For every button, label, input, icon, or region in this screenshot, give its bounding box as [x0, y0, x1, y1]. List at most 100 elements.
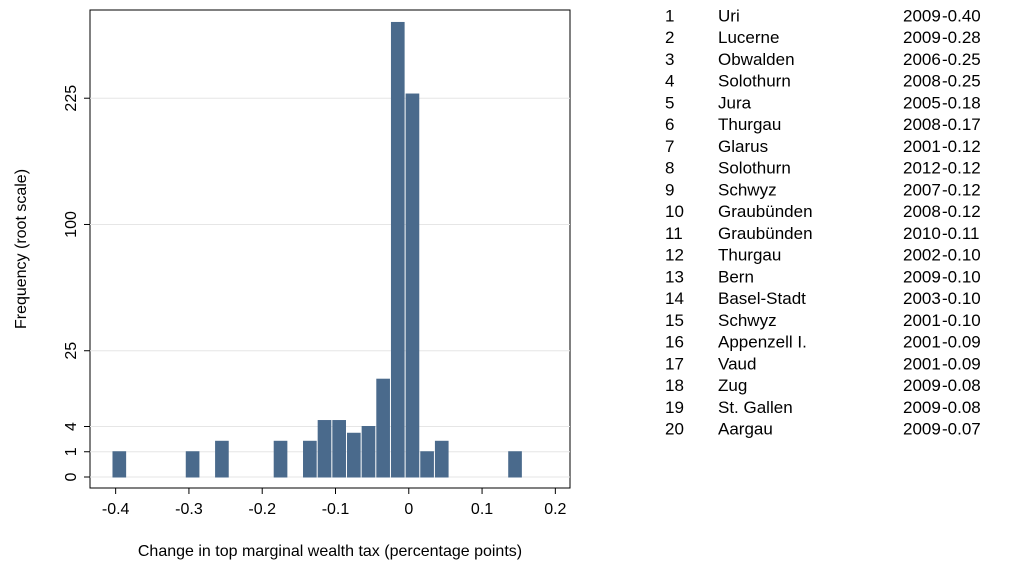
table-cell: 2003 [903, 289, 941, 308]
table-cell: Appenzell I. [718, 333, 807, 352]
table-cell: 2006 [903, 50, 941, 69]
table-cell: 9 [665, 180, 674, 199]
table-cell: -0.12 [942, 159, 981, 178]
x-tick-label: -0.1 [322, 501, 350, 518]
table-cell: Schwyz [718, 180, 777, 199]
table-cell: Thurgau [718, 115, 781, 134]
y-tick-label: 0 [63, 472, 80, 481]
table-cell: 2012 [903, 159, 941, 178]
table-cell: 1 [665, 6, 674, 25]
bar [361, 425, 376, 478]
table-cell: -0.11 [942, 224, 980, 243]
table-cell: Aargau [718, 420, 773, 439]
table-cell: 2 [665, 28, 674, 47]
table-cell: -0.10 [942, 289, 981, 308]
table-cell: 2008 [903, 202, 941, 221]
table-cell: 2009 [903, 28, 941, 47]
table-cell: 17 [665, 354, 684, 373]
table-cell: 2009 [903, 398, 941, 417]
table-cell: -0.07 [942, 420, 981, 439]
table-cell: -0.12 [942, 202, 981, 221]
table-cell: 2008 [903, 72, 941, 91]
table-cell: 16 [665, 333, 684, 352]
table-cell: 6 [665, 115, 674, 134]
table-cell: 4 [665, 72, 674, 91]
bar [317, 420, 332, 478]
table-cell: 13 [665, 267, 684, 286]
bar [390, 21, 405, 478]
table-cell: Solothurn [718, 72, 791, 91]
bar [185, 451, 200, 478]
table-cell: -0.12 [942, 137, 981, 156]
plot-frame [89, 9, 571, 489]
table-cell: Thurgau [718, 246, 781, 265]
table-cell: 2010 [903, 224, 941, 243]
table-cell: 20 [665, 420, 684, 439]
bar [303, 440, 317, 478]
table-cell: Graubünden [718, 224, 813, 243]
table-cell: Zug [718, 376, 747, 395]
bar [376, 378, 390, 478]
y-tick-label: 100 [63, 211, 80, 238]
table-cell: -0.08 [942, 376, 981, 395]
table-cell: 2005 [903, 93, 941, 112]
table-cell: 2008 [903, 115, 941, 134]
y-tick-label: 4 [63, 422, 80, 431]
bar [112, 451, 127, 478]
x-tick-label: -0.3 [175, 501, 203, 518]
table-cell: Schwyz [718, 311, 777, 330]
y-tick-label: 25 [63, 342, 80, 360]
table-cell: -0.08 [942, 398, 981, 417]
table-cell: 3 [665, 50, 674, 69]
y-axis-label: Frequency (root scale) [13, 169, 30, 329]
table-cell: 2002 [903, 246, 941, 265]
table-cell: 2001 [903, 354, 941, 373]
table-cell: 2001 [903, 333, 941, 352]
table-cell: St. Gallen [718, 398, 793, 417]
x-axis-label: Change in top marginal wealth tax (perce… [138, 543, 522, 560]
y-tick-label: 1 [63, 447, 80, 456]
table-cell: Basel-Stadt [718, 289, 806, 308]
table-cell: 2001 [903, 137, 941, 156]
table-cell: Obwalden [718, 50, 795, 69]
table-cell: 8 [665, 159, 674, 178]
table-cell: 2009 [903, 267, 941, 286]
bar [215, 440, 229, 478]
table-cell: -0.40 [942, 6, 981, 25]
table-cell: -0.10 [942, 267, 981, 286]
x-tick-label: 0.1 [471, 501, 493, 518]
table-cell: -0.18 [942, 93, 981, 112]
table-cell: 2009 [903, 6, 941, 25]
table-cell: Uri [718, 6, 740, 25]
table-cell: -0.25 [942, 50, 981, 69]
table-cell: 2009 [903, 376, 941, 395]
table-cell: -0.25 [942, 72, 981, 91]
table-cell: 2009 [903, 420, 941, 439]
table-cell: 19 [665, 398, 684, 417]
table-cell: 15 [665, 311, 684, 330]
table-cell: -0.12 [942, 180, 981, 199]
table-cell: 2001 [903, 311, 941, 330]
table-cell: Glarus [718, 137, 768, 156]
x-tick-label: 0 [404, 501, 413, 518]
bar [332, 420, 346, 478]
table-cell: Graubünden [718, 202, 813, 221]
table-cell: 12 [665, 246, 684, 265]
x-tick-label: -0.2 [248, 501, 276, 518]
table-cell: 5 [665, 93, 674, 112]
bar [420, 451, 434, 478]
table-cell: 2007 [903, 180, 941, 199]
table-cell: Lucerne [718, 28, 779, 47]
bar [508, 451, 522, 478]
table-cell: 10 [665, 202, 684, 221]
bar [405, 93, 420, 478]
table-cell: 11 [665, 224, 683, 243]
table-cell: 18 [665, 376, 684, 395]
x-tick-label: -0.4 [102, 501, 130, 518]
bar [273, 440, 288, 478]
table-cell: -0.10 [942, 246, 981, 265]
table-cell: -0.09 [942, 333, 981, 352]
table-cell: -0.09 [942, 354, 981, 373]
table-cell: Vaud [718, 354, 756, 373]
table-cell: -0.17 [942, 115, 981, 134]
